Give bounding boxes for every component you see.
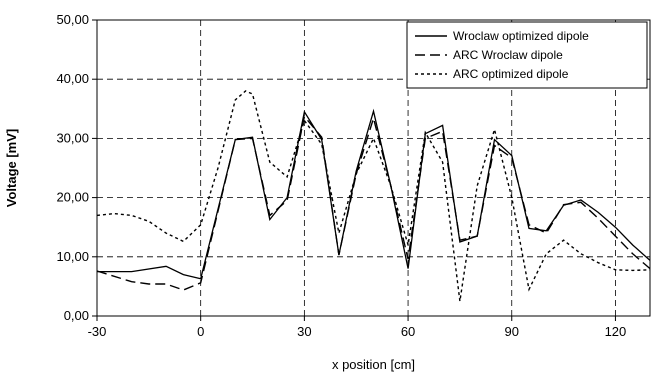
x-tick-label: 30	[297, 324, 311, 339]
legend: Wroclaw optimized dipole ARC Wroclaw dipo…	[406, 21, 648, 89]
y-axis-title: Voltage [mV]	[4, 129, 19, 208]
y-tick-label: 30,00	[56, 130, 89, 145]
y-tick-label: 0,00	[64, 308, 89, 323]
series-group	[96, 90, 651, 302]
legend-label: ARC Wroclaw dipole	[453, 48, 563, 62]
y-tick-label: 10,00	[56, 249, 89, 264]
x-tick-label: 0	[197, 324, 204, 339]
y-tick-label: 40,00	[56, 71, 89, 86]
legend-label: ARC optimized dipole	[453, 67, 569, 81]
x-tick-label: 60	[401, 324, 415, 339]
x-axis-title: x position [cm]	[332, 357, 415, 372]
series-line-3	[96, 90, 651, 302]
axes: 0,00 10,00 20,00 30,00 40,00 50,00 -30 0 30 60 90 1…	[56, 12, 651, 339]
legend-label: Wroclaw optimized dipole	[453, 29, 589, 43]
y-tick-label: 20,00	[56, 190, 89, 205]
x-tick-label: 90	[505, 324, 519, 339]
legend-box	[406, 21, 648, 89]
x-tick-label: 120	[605, 324, 627, 339]
y-tick-label: 50,00	[56, 12, 89, 27]
x-tick-label: -30	[88, 324, 107, 339]
plot-border	[96, 19, 651, 317]
